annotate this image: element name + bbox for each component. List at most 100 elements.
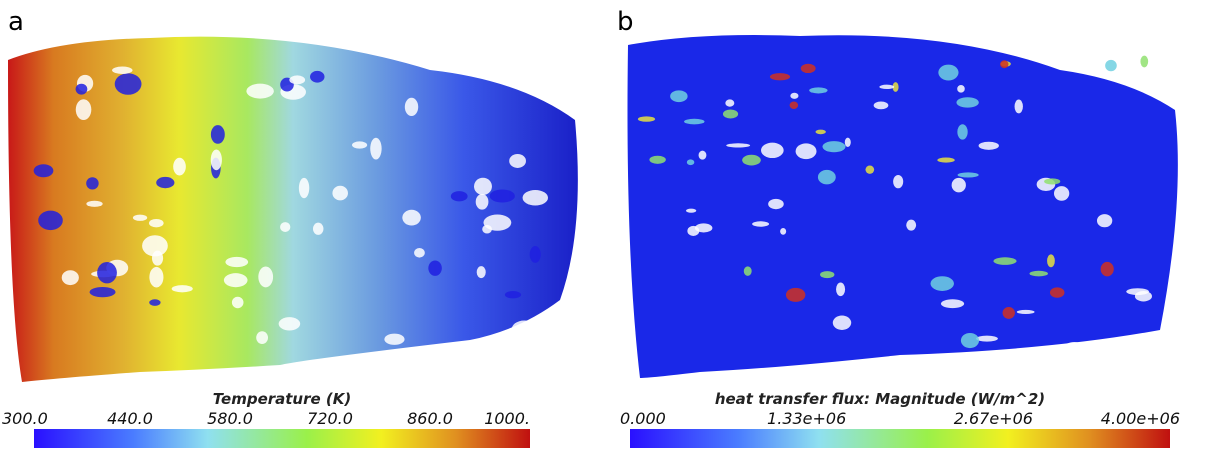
pore (414, 248, 425, 258)
hotspot (684, 118, 705, 125)
tick-label: 1000. (484, 409, 530, 428)
flux-render (627, 35, 1178, 378)
pore (795, 143, 817, 160)
pore (940, 299, 965, 309)
hotspot (865, 165, 875, 174)
pore (404, 97, 419, 117)
temperature-render (8, 36, 578, 383)
tick-label: 580.0 (207, 409, 253, 428)
hotspot (960, 332, 980, 349)
pore (978, 141, 999, 150)
pore (173, 157, 186, 176)
hotspot (1105, 59, 1117, 72)
pore (836, 282, 846, 297)
pore (906, 219, 917, 231)
pore (97, 261, 117, 284)
pores (33, 66, 549, 345)
pore (225, 256, 249, 268)
pore (223, 273, 248, 288)
tick-label: 300.0 (2, 409, 48, 428)
hotspot (1049, 287, 1065, 298)
pore (428, 260, 442, 276)
pore (258, 266, 274, 288)
hotspot (1044, 178, 1061, 185)
pore (768, 198, 784, 210)
tick-label: 440.0 (107, 409, 153, 428)
pore (1063, 341, 1085, 355)
pore (957, 85, 965, 93)
hotspot (686, 159, 695, 166)
pore (698, 150, 707, 160)
pore (33, 164, 54, 178)
pore (289, 75, 306, 85)
pore (844, 137, 851, 148)
hotspot (1100, 261, 1114, 277)
pore (511, 320, 537, 339)
pore (75, 83, 88, 95)
tick-label: 1.33e+06 (767, 409, 846, 428)
hotspot (1029, 270, 1048, 277)
pore (86, 200, 103, 207)
pore (156, 176, 175, 189)
pore (832, 315, 852, 330)
tick-label: 2.67e+06 (954, 409, 1033, 428)
hotspot (769, 73, 791, 81)
pore (148, 218, 164, 228)
pore (1130, 81, 1152, 87)
hotspot (785, 287, 806, 302)
pore (256, 331, 269, 344)
pore (231, 296, 244, 309)
pore (171, 285, 193, 293)
colorbar-title: heat transfer flux: Magnitude (W/m^2) (715, 390, 1045, 408)
hotspot (957, 124, 968, 140)
hotspot (637, 116, 656, 122)
hotspot (1140, 55, 1149, 68)
pore (476, 266, 486, 279)
pore (879, 84, 895, 90)
pore (450, 191, 468, 202)
hotspot (820, 271, 835, 279)
pores (637, 55, 1152, 355)
pore (351, 141, 368, 149)
pore (310, 70, 325, 83)
pore (142, 235, 168, 257)
pore (280, 222, 291, 232)
pore (332, 185, 348, 201)
pore (89, 286, 116, 298)
colorbar-title: Temperature (K) (213, 390, 352, 408)
hotspot (817, 169, 836, 185)
pore (482, 224, 492, 234)
panel-b: b heat transfer flux: Magnitude (W/m^2) … (617, 7, 1180, 448)
hotspot (670, 90, 688, 103)
pore (726, 143, 751, 148)
pore (489, 189, 515, 203)
pore (951, 177, 966, 193)
hotspot (1002, 306, 1015, 319)
tick-label: 860.0 (407, 409, 453, 428)
pore (685, 208, 697, 213)
pore (976, 335, 998, 342)
colorbar (34, 429, 530, 448)
panel-label: a (8, 7, 24, 37)
pore (370, 137, 382, 160)
pore (112, 66, 133, 74)
pore (210, 149, 222, 171)
pore (1014, 99, 1023, 114)
panel-a: a Temperature (K) 300.0 440.0 580.0 720.0 86… (2, 7, 578, 448)
pore (132, 214, 148, 221)
hotspot (822, 141, 846, 153)
pore (61, 270, 79, 286)
hotspot (1047, 254, 1055, 268)
pore (86, 177, 99, 190)
pore (1096, 214, 1113, 228)
hotspot (742, 154, 761, 166)
pore (1053, 186, 1070, 201)
hotspot (937, 157, 955, 163)
pore (475, 193, 489, 210)
hotspot (938, 64, 959, 81)
tick-label: 4.00e+06 (1101, 409, 1180, 428)
hotspot (1000, 60, 1009, 69)
hotspot (956, 97, 979, 108)
pore (694, 223, 713, 233)
